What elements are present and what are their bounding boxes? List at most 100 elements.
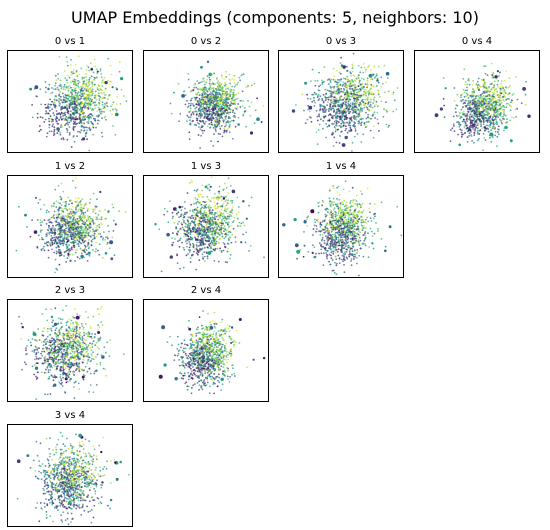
scatter-point — [89, 86, 92, 89]
scatter-point — [355, 77, 358, 80]
scatter-point — [248, 250, 250, 252]
scatter-point — [484, 98, 487, 101]
scatter-point — [73, 97, 75, 99]
scatter-point — [213, 260, 216, 262]
scatter-point — [476, 133, 479, 135]
panel-0-vs-1: 0 vs 1 — [7, 36, 133, 153]
scatter-point — [493, 111, 496, 113]
scatter-point — [186, 100, 188, 102]
scatter-point — [71, 89, 73, 92]
scatter-point — [55, 120, 58, 122]
scatter-point — [321, 99, 324, 102]
scatter-point — [180, 222, 183, 225]
scatter-point — [498, 75, 500, 77]
scatter-point — [70, 99, 73, 101]
scatter-point — [301, 93, 304, 96]
scatter-point — [88, 99, 91, 102]
scatter-point — [366, 121, 368, 123]
scatter-point — [163, 213, 165, 216]
scatter-point — [53, 128, 56, 131]
scatter-point — [366, 79, 369, 82]
scatter-point — [493, 126, 496, 129]
scatter-point — [237, 224, 239, 227]
scatter-point — [219, 106, 221, 109]
scatter-point — [85, 104, 88, 107]
scatter-point — [468, 79, 471, 82]
scatter-point — [350, 117, 352, 119]
outlier-point — [96, 70, 99, 73]
scatter-point — [340, 125, 343, 128]
scatter-point — [482, 133, 485, 135]
scatter-point — [463, 132, 466, 135]
scatter-point — [467, 108, 470, 110]
scatter-point — [62, 229, 65, 232]
scatter-point — [67, 64, 69, 67]
scatter-point — [473, 118, 475, 120]
scatter-point — [306, 118, 309, 121]
scatter-point — [65, 250, 67, 253]
scatter-point — [393, 99, 396, 102]
scatter-point — [470, 110, 473, 113]
scatter-point — [343, 97, 346, 99]
scatter-point — [89, 103, 91, 105]
scatter-point — [483, 82, 486, 84]
scatter-point — [326, 79, 329, 81]
scatter-point — [220, 114, 223, 117]
scatter-point — [65, 85, 68, 88]
scatter-point — [469, 113, 472, 116]
scatter-point — [206, 125, 209, 128]
scatter-point — [210, 110, 213, 113]
scatter-point — [218, 119, 221, 122]
scatter-point — [237, 92, 240, 94]
scatter-point — [198, 94, 201, 96]
scatter-point — [31, 219, 33, 221]
scatter-point — [79, 91, 82, 94]
scatter-point — [347, 110, 350, 113]
scatter-point — [191, 111, 194, 114]
scatter-point — [104, 208, 106, 211]
scatter-point — [90, 82, 93, 85]
scatter-point — [488, 91, 491, 94]
scatter-point — [86, 116, 89, 119]
scatter-point — [61, 218, 63, 221]
scatter-point — [337, 121, 340, 123]
scatter-point — [86, 102, 89, 105]
scatter-point — [111, 236, 114, 239]
scatter-point — [57, 88, 60, 91]
scatter-point — [333, 90, 335, 93]
scatter-point — [472, 94, 475, 97]
scatter-point — [51, 100, 53, 103]
scatter-point — [360, 124, 363, 126]
scatter-point — [226, 112, 228, 115]
scatter-point — [373, 99, 376, 102]
scatter-point — [103, 111, 105, 113]
scatter-point — [26, 226, 28, 228]
outlier-point — [527, 114, 531, 118]
scatter-point — [77, 82, 80, 85]
scatter-point — [369, 104, 372, 106]
scatter-point — [54, 103, 56, 106]
scatter-point — [486, 95, 489, 97]
scatter-point — [86, 232, 88, 235]
scatter-point — [476, 113, 478, 116]
scatter-point — [488, 103, 491, 106]
scatter-point — [82, 230, 85, 233]
scatter-point — [94, 65, 96, 68]
scatter-point — [360, 141, 363, 143]
scatter-point — [192, 104, 195, 107]
scatter-point — [97, 233, 100, 235]
scatter-point — [338, 142, 341, 144]
scatter-point — [218, 89, 221, 92]
scatter-point — [39, 88, 42, 91]
scatter-point — [245, 86, 248, 88]
scatter-point — [74, 125, 76, 128]
scatter-point — [364, 93, 366, 96]
scatter-point — [73, 239, 76, 242]
scatter-point — [200, 114, 203, 117]
scatter-point — [58, 228, 61, 231]
scatter-point — [71, 209, 74, 211]
scatter-point — [249, 114, 252, 117]
scatter-point — [95, 218, 98, 221]
scatter-point — [43, 249, 46, 252]
scatter-point — [64, 201, 67, 203]
